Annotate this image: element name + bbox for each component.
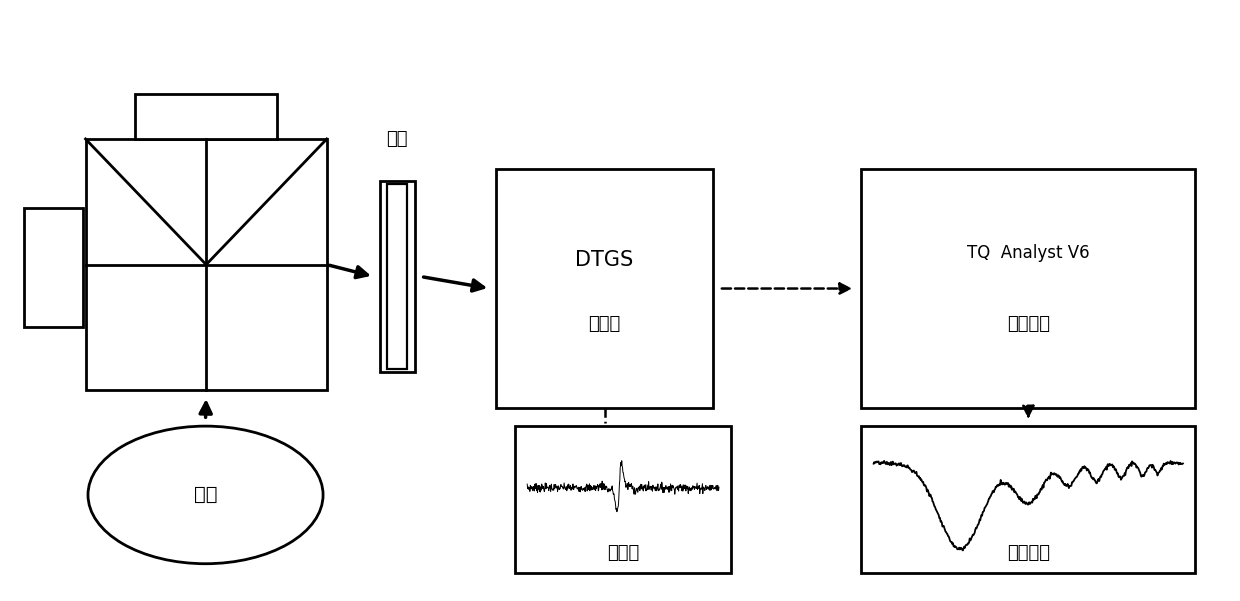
Bar bbox=[387, 185, 407, 368]
Text: TQ  Analyst V6: TQ Analyst V6 bbox=[967, 243, 1090, 261]
Text: 检测器: 检测器 bbox=[589, 316, 621, 334]
Bar bbox=[24, 208, 83, 328]
Bar bbox=[862, 426, 1195, 573]
Bar bbox=[862, 169, 1195, 408]
Text: 红外光谱: 红外光谱 bbox=[1007, 544, 1050, 562]
Text: 光源: 光源 bbox=[193, 486, 217, 504]
Text: DTGS: DTGS bbox=[575, 250, 634, 270]
Bar bbox=[496, 169, 713, 408]
Bar bbox=[135, 94, 278, 139]
Bar bbox=[86, 139, 327, 390]
Text: 试样: 试样 bbox=[387, 130, 408, 148]
Ellipse shape bbox=[88, 426, 324, 564]
Text: 分析软件: 分析软件 bbox=[1007, 316, 1050, 334]
Text: 干涉图: 干涉图 bbox=[606, 544, 639, 562]
Bar bbox=[515, 426, 732, 573]
Bar bbox=[379, 181, 414, 372]
